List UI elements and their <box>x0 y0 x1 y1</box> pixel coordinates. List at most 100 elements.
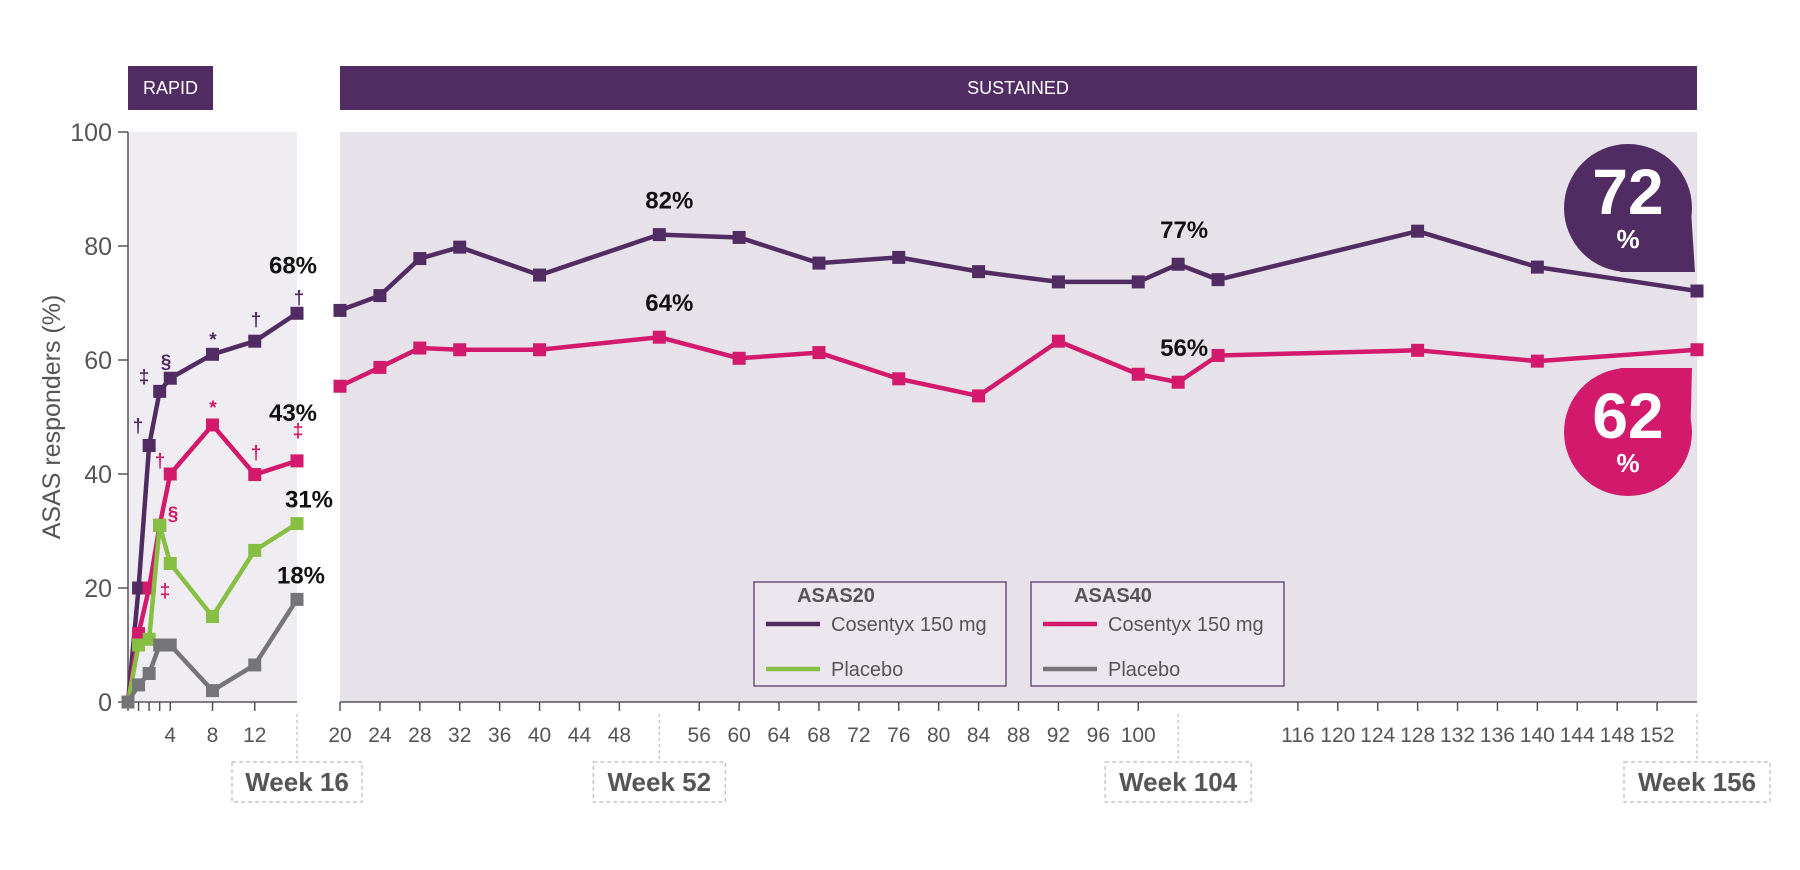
data-point <box>121 695 135 709</box>
data-point <box>1690 343 1704 357</box>
sustained-phase-panel <box>340 132 1697 702</box>
data-point <box>413 252 427 266</box>
x-tick-label: 148 <box>1600 724 1635 747</box>
data-point <box>972 389 986 403</box>
series-3-group <box>121 592 304 709</box>
data-point <box>533 343 547 357</box>
data-point <box>1171 257 1185 271</box>
series-line-rapid <box>125 311 299 703</box>
data-point <box>413 341 427 355</box>
data-point <box>1530 354 1544 368</box>
x-tick-label: 24 <box>368 724 392 747</box>
significance-marker: ‡ <box>160 581 171 602</box>
legend-entry-label: Placebo <box>1108 659 1180 681</box>
x-tick-label: 92 <box>1047 724 1070 747</box>
data-label: 31% <box>285 487 333 514</box>
x-tick-label: 68 <box>807 724 830 747</box>
data-label: 77% <box>1160 217 1208 244</box>
data-label: 18% <box>277 562 325 589</box>
data-point <box>333 303 347 317</box>
milestone-label: Week 16 <box>245 767 349 797</box>
x-tick-label: 120 <box>1320 724 1355 747</box>
data-point <box>373 289 387 303</box>
series-line-rapid <box>125 422 298 703</box>
x-tick-label: 140 <box>1520 724 1555 747</box>
data-point <box>132 678 146 692</box>
sustained-phase-label: SUSTAINED <box>967 78 1069 98</box>
data-point <box>533 268 547 282</box>
significance-marker: † <box>251 443 262 464</box>
data-point <box>373 360 387 374</box>
data-point <box>1211 273 1225 287</box>
x-tick-label: 8 <box>207 724 219 747</box>
significance-marker: § <box>168 504 179 525</box>
x-tick-label: 132 <box>1440 724 1475 747</box>
data-point <box>163 556 177 570</box>
x-tick-label: 88 <box>1007 724 1030 747</box>
milestone-label: Week 52 <box>607 767 711 797</box>
data-point <box>290 592 304 606</box>
data-point <box>142 439 156 452</box>
legend-box: ASAS20 Cosentyx 150 mg Placebo <box>753 581 1007 687</box>
milestone-label: Week 104 <box>1119 767 1238 797</box>
y-tick-label: 0 <box>98 689 112 717</box>
callout-circle <box>1564 144 1692 272</box>
legend-box: ASAS40 Cosentyx 150 mg Placebo <box>1030 581 1285 687</box>
data-point <box>1171 375 1185 389</box>
data-point <box>142 667 156 680</box>
x-tick-label: 96 <box>1087 724 1110 747</box>
data-point <box>1051 334 1065 348</box>
milestone-box <box>1104 761 1252 803</box>
x-tick-label: 28 <box>408 724 431 747</box>
callout-value: 72 <box>1592 156 1663 228</box>
data-point <box>163 467 177 481</box>
x-tick-label: 84 <box>967 724 991 747</box>
data-point <box>153 384 167 398</box>
callout-unit: % <box>1616 448 1639 478</box>
data-point <box>206 418 219 432</box>
data-point <box>972 265 986 279</box>
data-point <box>1411 343 1425 357</box>
callout-badge: 62% <box>1564 368 1692 496</box>
x-tick-label: 116 <box>1281 724 1314 747</box>
data-point <box>453 343 467 357</box>
data-point <box>163 638 177 652</box>
data-point <box>1411 224 1425 238</box>
rapid-phase-header <box>128 66 213 110</box>
significance-marker: * <box>209 330 217 351</box>
data-point <box>248 658 262 672</box>
significance-marker: ‡ <box>139 367 150 388</box>
milestone-label: Week 156 <box>1638 767 1756 797</box>
data-point <box>732 230 746 244</box>
x-tick-label: 40 <box>528 724 551 747</box>
data-label: 43% <box>269 400 317 427</box>
data-point <box>652 228 666 242</box>
data-point <box>812 346 826 360</box>
data-point <box>206 610 219 623</box>
data-point <box>248 543 262 557</box>
data-point <box>892 372 906 386</box>
data-point <box>153 518 167 532</box>
data-point <box>1051 275 1065 289</box>
callout-value: 62 <box>1592 380 1663 452</box>
data-point <box>1131 275 1145 289</box>
rapid-phase-label: RAPID <box>143 78 198 98</box>
data-point <box>1690 284 1704 298</box>
data-point <box>892 250 906 264</box>
data-point <box>290 454 304 468</box>
data-point <box>333 379 347 393</box>
data-point <box>290 306 304 320</box>
y-tick-label: 60 <box>84 347 112 375</box>
data-label: 68% <box>269 252 317 279</box>
x-tick-label: 44 <box>568 724 592 747</box>
x-tick-label: 4 <box>164 724 176 747</box>
data-point <box>652 330 666 344</box>
data-point <box>132 627 146 641</box>
legend-group-title: ASAS20 <box>797 585 875 607</box>
x-tick-label: 32 <box>448 724 471 747</box>
data-point <box>1530 260 1544 274</box>
y-tick-label: 100 <box>70 119 112 147</box>
data-point <box>248 334 262 348</box>
x-tick-label: 76 <box>887 724 910 747</box>
milestone-box <box>592 761 726 803</box>
